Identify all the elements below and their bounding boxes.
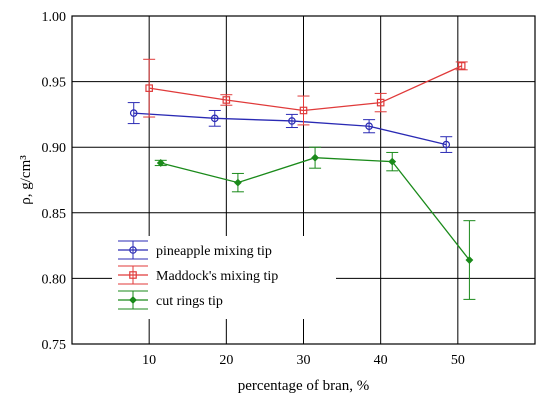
series-1 bbox=[127, 102, 453, 153]
y-axis-ticks: 0.75 0.80 0.85 0.90 0.95 1.00 bbox=[42, 10, 67, 353]
y-tick-label: 0.80 bbox=[42, 272, 67, 287]
series-2 bbox=[143, 58, 468, 126]
data-point bbox=[210, 114, 219, 123]
y-tick-label: 0.75 bbox=[42, 338, 67, 353]
legend-entry-3: cut rings tip bbox=[118, 290, 223, 310]
y-tick-label: 1.00 bbox=[42, 10, 67, 25]
data-point bbox=[457, 62, 466, 70]
y-axis-label: ρ, g/cm³ bbox=[18, 155, 34, 205]
series-3 bbox=[154, 146, 476, 300]
legend-entry-1: pineapple mixing tip bbox=[118, 240, 272, 260]
x-tick-label: 30 bbox=[297, 353, 311, 368]
legend-marker bbox=[129, 246, 137, 254]
y-tick-label: 0.90 bbox=[42, 141, 67, 156]
x-tick-label: 10 bbox=[142, 353, 156, 368]
data-point bbox=[288, 117, 296, 125]
x-tick-label: 50 bbox=[451, 353, 465, 368]
x-tick-label: 40 bbox=[374, 353, 388, 368]
legend: pineapple mixing tip Maddock's mixing tip… bbox=[112, 236, 336, 319]
data-point bbox=[234, 178, 242, 187]
legend-label: pineapple mixing tip bbox=[156, 244, 272, 259]
y-tick-label: 0.95 bbox=[42, 76, 67, 91]
data-point bbox=[365, 122, 373, 131]
data-point bbox=[311, 153, 319, 162]
data-point bbox=[465, 256, 474, 264]
data-point bbox=[156, 159, 165, 167]
y-tick-label: 0.85 bbox=[42, 207, 67, 222]
data-point bbox=[388, 157, 397, 166]
data-point bbox=[299, 106, 308, 115]
series-line bbox=[149, 65, 462, 112]
data-point bbox=[145, 84, 153, 92]
legend-background bbox=[112, 236, 336, 319]
plot-frame bbox=[71, 15, 536, 345]
x-tick-label: 20 bbox=[219, 353, 233, 368]
legend-marker bbox=[129, 271, 137, 279]
legend-entry-2: Maddock's mixing tip bbox=[118, 265, 278, 285]
legend-label: Maddock's mixing tip bbox=[156, 269, 278, 284]
data-point bbox=[442, 140, 451, 149]
data-point bbox=[129, 109, 138, 117]
x-axis-ticks: 10 20 30 40 50 bbox=[142, 353, 465, 368]
legend-marker bbox=[129, 296, 137, 304]
data-point bbox=[376, 98, 385, 107]
legend-label: cut rings tip bbox=[156, 294, 223, 309]
x-axis-label: percentage of bran, % bbox=[238, 378, 370, 394]
series-layer bbox=[127, 58, 476, 300]
data-point bbox=[222, 96, 231, 104]
